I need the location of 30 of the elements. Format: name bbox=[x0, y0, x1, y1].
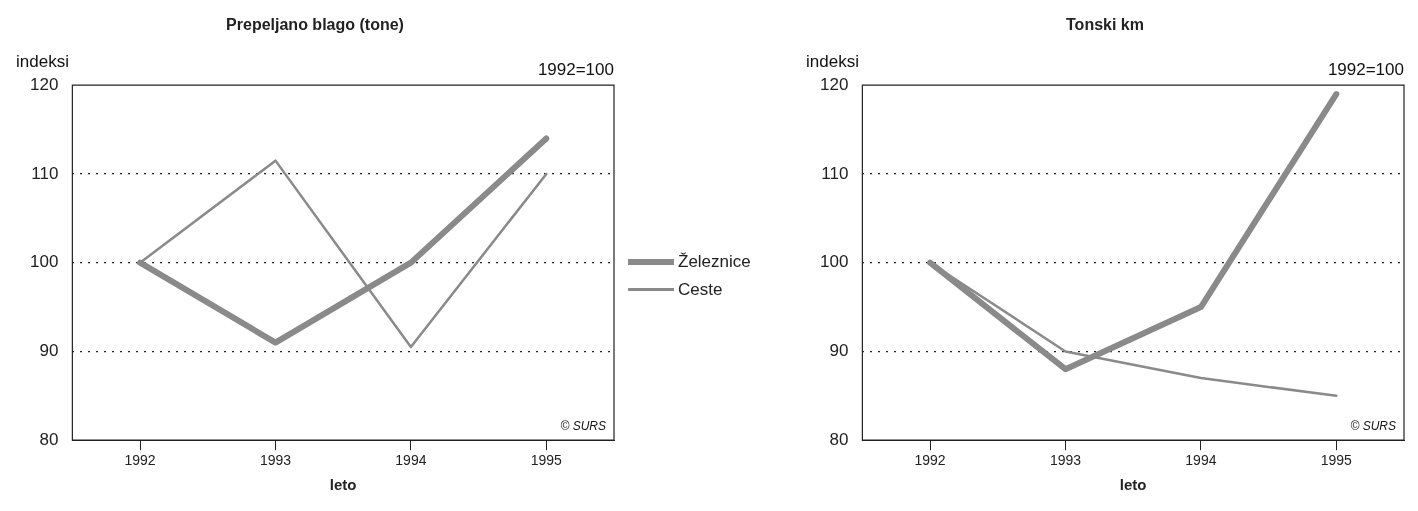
y-tick-label: 100 bbox=[819, 252, 849, 272]
text: 1992=100 bbox=[537, 60, 614, 80]
annotation: © SURS bbox=[1350, 418, 1396, 433]
y-tick-label: 80 bbox=[39, 429, 59, 449]
x-tick-label: 1992 bbox=[914, 452, 946, 469]
y-tick-label: 100 bbox=[29, 252, 59, 272]
annotation: © SURS bbox=[560, 418, 606, 433]
y-tick-label: 110 bbox=[31, 163, 59, 183]
text: 1992=100 bbox=[1327, 60, 1404, 80]
x-tick-label: 1995 bbox=[1320, 452, 1353, 469]
chart-title: Tonski km bbox=[1066, 16, 1144, 34]
x-tick-label: 1993 bbox=[1049, 452, 1082, 469]
x-tick-label: 1994 bbox=[395, 452, 427, 469]
y-tick-label: 80 bbox=[829, 429, 849, 449]
x-tick-label: 1995 bbox=[530, 452, 563, 469]
x-axis-title: leto bbox=[1119, 476, 1147, 494]
y-tick-label: 90 bbox=[829, 341, 849, 361]
y-axis-title: indeksi bbox=[806, 52, 859, 72]
y-tick-label: 110 bbox=[821, 163, 849, 183]
legend-label: Železnice bbox=[678, 251, 751, 272]
y-tick-label: 120 bbox=[819, 74, 849, 94]
y-tick-label: 90 bbox=[39, 341, 59, 361]
chart-title: Prepeljano blago (tone) bbox=[226, 16, 404, 34]
x-tick-label: 1992 bbox=[124, 452, 156, 469]
legend-label: Ceste bbox=[678, 279, 723, 300]
x-tick-label: 1994 bbox=[1185, 452, 1217, 469]
y-axis-title: indeksi bbox=[16, 52, 69, 72]
x-axis-title: leto bbox=[329, 476, 357, 494]
y-tick-label: 120 bbox=[29, 74, 59, 94]
x-tick-label: 1993 bbox=[259, 452, 292, 469]
